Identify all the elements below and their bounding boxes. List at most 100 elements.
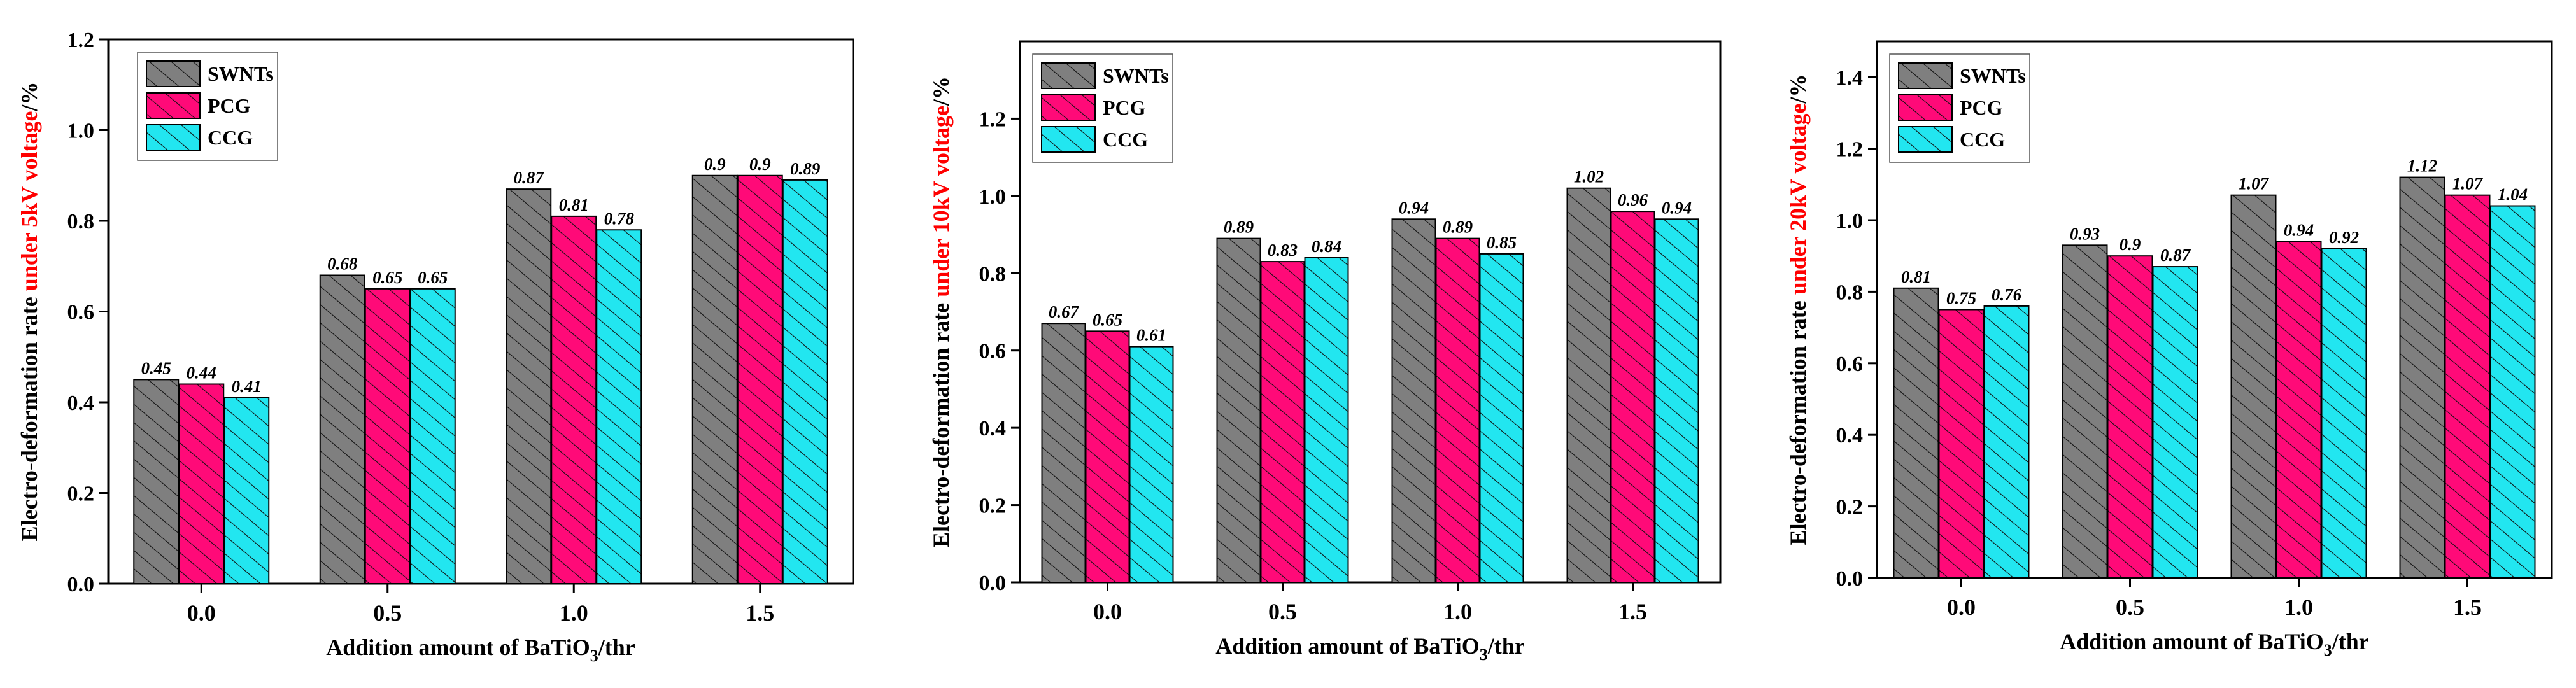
bar-pcg-5kv-2 [551, 215, 597, 584]
data-label-swnts: 0.94 [1399, 198, 1429, 217]
bar-pcg-10kv-1 [1260, 261, 1305, 583]
chart-5kv: 0.0 0.2 0.4 0.6 0.8 1.0 1.2 0.45 0.44 0.41 0.0 0.68… [17, 29, 854, 665]
data-label-ccg: 0.61 [1136, 326, 1166, 345]
legend-swatch-swnts [1041, 62, 1096, 89]
y-tick-label: 1.2 [1836, 138, 1864, 162]
data-label-ccg: 1.04 [2498, 185, 2528, 204]
y-axis-title-prefix: Electro-deformation rate [17, 291, 42, 541]
legend-label-ccg: CCG [208, 126, 253, 149]
y-tick-label: 0.0 [1836, 567, 1864, 591]
y-tick-label: 0.0 [979, 572, 1007, 595]
bar-swnts-20kv-1 [2062, 244, 2108, 579]
chart-panel-20kv: 0.0 0.2 0.4 0.6 0.8 1.0 1.2 1.4 0.81 0.75 0.76 0.0 0… [1738, 0, 2576, 685]
bar-ccg-5kv-2 [596, 229, 642, 584]
data-label-ccg: 0.87 [2160, 246, 2191, 265]
data-label-swnts: 0.68 [327, 255, 358, 274]
data-label-swnts: 0.67 [1049, 302, 1080, 321]
data-label-ccg: 0.41 [232, 377, 262, 396]
y-tick-label: 1.2 [67, 29, 95, 52]
x-tick-label: 1.0 [2284, 594, 2313, 620]
x-axis-title-suffix: /thr [2332, 629, 2369, 654]
y-tick-label: 0.2 [979, 495, 1007, 518]
y-tick-label: 0.2 [67, 482, 95, 506]
legend-swatch-pcg [1898, 94, 1953, 121]
x-tick-label: 1.5 [1618, 599, 1647, 624]
x-axis-title-suffix: /thr [598, 635, 635, 660]
x-axis-title-suffix: /thr [1487, 633, 1525, 659]
bar-pcg-10kv-3 [1610, 211, 1655, 583]
legend-swatch-pcg [146, 92, 201, 119]
bar-pcg-5kv-3 [737, 174, 783, 584]
bar-ccg-10kv-3 [1654, 218, 1699, 583]
y-tick-label: 0.4 [1836, 424, 1864, 447]
data-label-pcg: 0.94 [2284, 221, 2314, 240]
plot-frame [1019, 40, 1722, 584]
bar-pcg-10kv-2 [1435, 237, 1480, 583]
x-tick-label: 0.0 [187, 600, 216, 626]
data-label-pcg: 0.65 [372, 268, 402, 287]
plot-frame [1876, 40, 2553, 579]
x-axis-title-subscript: 3 [1480, 645, 1488, 664]
legend-label-pcg: PCG [1103, 96, 1146, 119]
x-tick-label: 1.5 [746, 600, 774, 626]
bar-ccg-20kv-3 [2489, 205, 2536, 579]
data-label-pcg: 0.83 [1268, 241, 1298, 260]
bar-pcg-5kv-1 [364, 288, 411, 584]
x-axis-title: Addition amount of BaTiO3/thr [1215, 633, 1524, 664]
data-label-pcg: 0.65 [1093, 310, 1122, 329]
legend-swatch-ccg [1041, 126, 1096, 153]
x-tick-label: 0.0 [1093, 599, 1122, 624]
bar-ccg-5kv-0 [223, 397, 270, 584]
legend-label-pcg: PCG [1960, 96, 2003, 119]
x-axis-title-main: Addition amount of BaTiO [1215, 633, 1479, 659]
bar-ccg-10kv-2 [1479, 253, 1524, 583]
x-tick-label: 0.0 [1947, 594, 1976, 620]
x-tick-label: 1.0 [560, 600, 588, 626]
y-axis-title-voltage: under 20kV voltage [1785, 104, 1811, 295]
legend-swatch-ccg [146, 124, 201, 151]
bar-pcg-10kv-0 [1085, 330, 1130, 583]
data-label-swnts: 0.81 [1901, 267, 1931, 286]
x-tick-label: 0.5 [1268, 599, 1297, 624]
y-axis-title-voltage: under 5kV voltage [17, 111, 42, 291]
data-label-pcg: 0.81 [559, 195, 589, 214]
bar-ccg-20kv-0 [1983, 305, 2030, 579]
bar-ccg-5kv-3 [782, 179, 828, 584]
data-label-pcg: 0.9 [2120, 235, 2141, 254]
bar-swnts-10kv-0 [1041, 323, 1086, 583]
data-label-swnts: 1.12 [2407, 157, 2437, 176]
bar-swnts-10kv-1 [1216, 237, 1261, 583]
chart-panel-10kv: 0.0 0.2 0.4 0.6 0.8 1.0 1.2 0.67 0.65 0.61 0.0 0.89… [879, 0, 1738, 685]
y-axis-title: Electro-deformation rate under 5kV volta… [17, 82, 42, 542]
y-tick-label: 0.6 [979, 340, 1007, 363]
data-label-pcg: 0.89 [1443, 218, 1473, 237]
bar-pcg-20kv-0 [1938, 309, 1985, 579]
y-axis-title: Electro-deformation rate under 20kV volt… [1785, 74, 1811, 545]
y-axis-title-suffix: /% [17, 82, 42, 112]
bar-pcg-20kv-1 [2107, 255, 2153, 579]
y-tick-label: 0.6 [67, 301, 95, 325]
legend-label-ccg: CCG [1103, 128, 1148, 151]
bar-swnts-5kv-2 [506, 188, 552, 584]
bar-pcg-20kv-3 [2444, 194, 2491, 579]
y-tick-label: 1.0 [979, 185, 1007, 209]
legend-label-swnts: SWNTs [1960, 64, 2026, 87]
y-tick-label: 0.4 [979, 417, 1007, 440]
legend-swatch-ccg [1898, 126, 1953, 153]
bar-swnts-20kv-2 [2230, 194, 2277, 579]
y-tick-label: 1.0 [67, 120, 95, 143]
bar-ccg-20kv-2 [2321, 248, 2367, 579]
data-label-swnts: 0.9 [704, 155, 726, 174]
legend-swatch-swnts [146, 60, 201, 87]
y-axis-title-suffix: /% [1785, 74, 1811, 104]
legend: SWNTs PCG CCG [1032, 53, 1173, 163]
x-tick-label: 0.5 [373, 600, 402, 626]
x-axis-title-subscript: 3 [590, 647, 598, 665]
x-axis-title: Addition amount of BaTiO3/thr [326, 635, 635, 665]
x-axis-title-main: Addition amount of BaTiO [2060, 629, 2323, 654]
y-axis-title-voltage: under 10kV voltage [928, 106, 954, 297]
y-tick-label: 1.0 [1836, 209, 1864, 233]
y-tick-label: 1.4 [1836, 66, 1864, 90]
x-tick-label: 1.5 [2453, 594, 2482, 620]
y-axis-title-prefix: Electro-deformation rate [928, 297, 954, 547]
